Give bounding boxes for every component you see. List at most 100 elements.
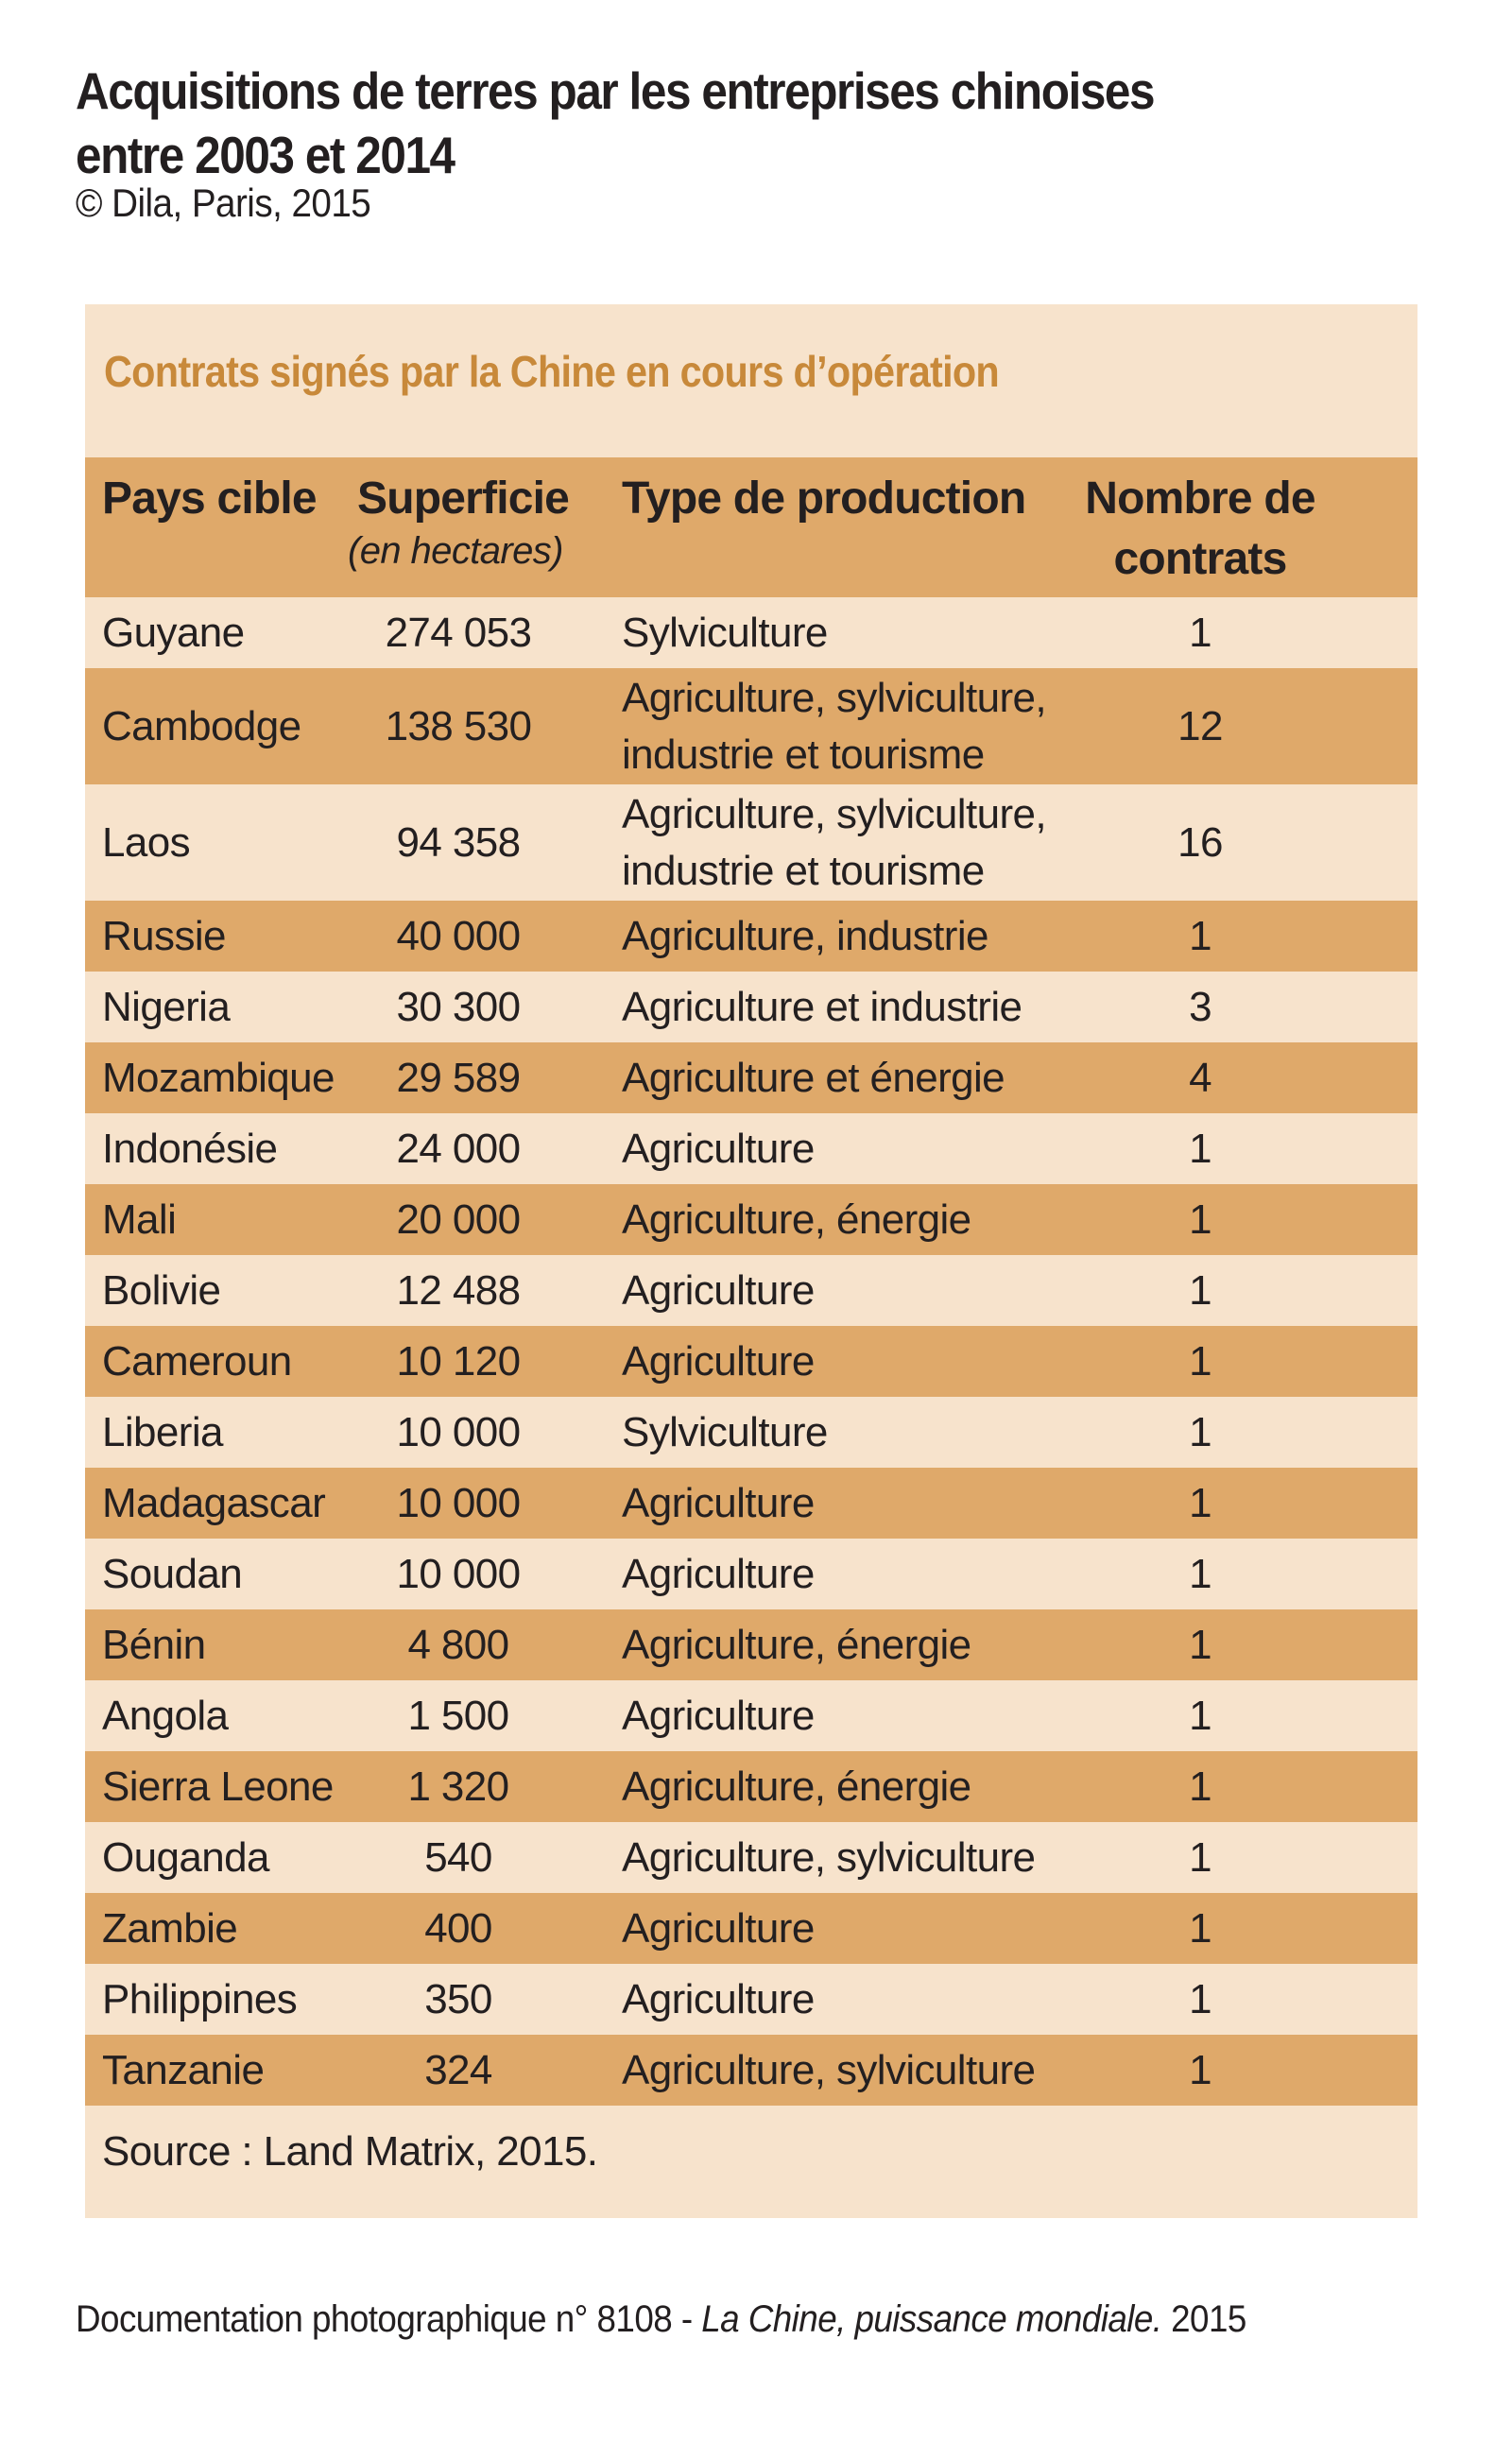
table-row: Mozambique 29 589 Agriculture et énergie 4 [85,1042,1418,1113]
cell-contract-count: 1 [1189,1337,1211,1385]
cell-production-type: Agriculture, sylviculture [622,1833,1036,1881]
cell-contract-count: 1 [1189,912,1211,959]
data-panel: Contrats signés par la Chine en cours d’… [85,304,1418,2218]
table-row: Ouganda 540 Agriculture, sylviculture 1 [85,1822,1418,1893]
cell-country: Russie [102,912,227,959]
cell-contract-count: 1 [1189,1975,1211,2022]
cell-country: Tanzanie [102,2046,265,2093]
cell-contract-count: 1 [1189,1479,1211,1526]
cell-country: Sierra Leone [102,1763,334,1810]
cell-production-type: Agriculture, sylviculture, industrie et … [622,790,1047,894]
cell-area: 10 000 [396,1479,522,1526]
table-row: Bénin 4 800 Agriculture, énergie 1 [85,1609,1418,1680]
cell-area: 1 500 [407,1692,509,1739]
cell-contract-count: 1 [1189,2046,1211,2093]
cell-production-type: Agriculture et énergie [622,1054,1005,1101]
cell-area: 10 000 [396,1408,522,1455]
cell-production-type: Sylviculture [622,609,828,656]
cell-country: Philippines [102,1975,298,2022]
table-row: Liberia 10 000 Sylviculture 1 [85,1397,1418,1468]
header-country: Pays cible [102,473,318,524]
cell-country: Cameroun [102,1337,292,1385]
document-title: Acquisitions de terres par les entrepris… [76,59,1156,187]
cell-country: Bolivie [102,1266,221,1314]
table-row: Tanzanie 324 Agriculture, sylviculture 1 [85,2035,1418,2106]
cell-production-type: Agriculture, sylviculture [622,2046,1036,2093]
header-area: Superficie [357,473,570,524]
cell-contract-count: 3 [1189,983,1211,1030]
cell-country: Angola [102,1692,229,1739]
cell-area: 324 [424,2046,492,2093]
cell-country: Bénin [102,1621,206,1668]
cell-production-type: Agriculture [622,1337,815,1385]
cell-contract-count: 1 [1189,1904,1211,1952]
cell-production-type: Agriculture [622,1479,815,1526]
cell-production-type: Agriculture, sylviculture, industrie et … [622,674,1047,778]
cell-country: Zambie [102,1904,238,1952]
cell-contract-count: 1 [1189,1833,1211,1881]
cell-area: 1 320 [407,1763,509,1810]
cell-contract-count: 1 [1189,1692,1211,1739]
cell-production-type: Agriculture, énergie [622,1763,971,1810]
cell-country: Mali [102,1196,177,1243]
title-line-2: entre 2003 et 2014 [76,126,455,184]
table-row: Indonésie 24 000 Agriculture 1 [85,1113,1418,1184]
cell-contract-count: 1 [1189,1266,1211,1314]
table-row: Soudan 10 000 Agriculture 1 [85,1539,1418,1609]
cell-country: Cambodge [102,702,301,749]
cell-area: 12 488 [396,1266,522,1314]
header-contract-count: Nombre de contrats [1085,473,1315,584]
cell-country: Nigeria [102,983,231,1030]
cell-contract-count: 1 [1189,609,1211,656]
cell-country: Mozambique [102,1054,335,1101]
cell-area: 24 000 [396,1125,522,1172]
table-header: Pays cible Superficie (en hectares) Type… [85,457,1418,597]
cell-area: 400 [424,1904,492,1952]
cell-area: 94 358 [396,818,522,866]
cell-area: 274 053 [385,609,532,656]
cell-production-type: Agriculture [622,1125,815,1172]
cell-area: 350 [424,1975,492,2022]
source-note: Source : Land Matrix, 2015. [102,2128,598,2175]
cell-area: 138 530 [385,702,532,749]
cell-contract-count: 12 [1177,702,1223,749]
table-row: Angola 1 500 Agriculture 1 [85,1680,1418,1751]
cell-contract-count: 1 [1189,1550,1211,1597]
table-row: Guyane 274 053 Sylviculture 1 [85,597,1418,668]
footer-publication-title: La Chine, puissance mondiale. [701,2298,1162,2340]
table-row: Philippines 350 Agriculture 1 [85,1964,1418,2035]
cell-country: Madagascar [102,1479,326,1526]
cell-contract-count: 4 [1189,1054,1211,1101]
cell-country: Liberia [102,1408,223,1455]
cell-contract-count: 1 [1189,1763,1211,1810]
cell-production-type: Agriculture [622,1550,815,1597]
cell-area: 29 589 [396,1054,522,1101]
cell-contract-count: 1 [1189,1196,1211,1243]
cell-country: Guyane [102,609,245,656]
cell-area: 4 800 [407,1621,509,1668]
cell-contract-count: 1 [1189,1621,1211,1668]
cell-production-type: Agriculture [622,1904,815,1952]
cell-country: Laos [102,818,191,866]
header-area-unit: (en hectares) [348,530,563,572]
table-body: Guyane 274 053 Sylviculture 1 Cambodge 138 53… [85,597,1418,2106]
footer-credit: Documentation photographique n° 8108 - L… [76,2298,1246,2341]
cell-production-type: Agriculture [622,1975,815,2022]
table-row: Zambie 400 Agriculture 1 [85,1893,1418,1964]
cell-production-type: Agriculture [622,1266,815,1314]
header-production-type: Type de production [622,473,1026,524]
cell-production-type: Agriculture, énergie [622,1621,971,1668]
copyright-credit: © Dila, Paris, 2015 [76,181,371,225]
cell-area: 30 300 [396,983,522,1030]
table-row: Cameroun 10 120 Agriculture 1 [85,1326,1418,1397]
table-row: Madagascar 10 000 Agriculture 1 [85,1468,1418,1539]
table-row: Mali 20 000 Agriculture, énergie 1 [85,1184,1418,1255]
table-row: Bolivie 12 488 Agriculture 1 [85,1255,1418,1326]
cell-country: Indonésie [102,1125,278,1172]
cell-production-type: Agriculture et industrie [622,983,1022,1030]
table-row: Cambodge 138 530 Agriculture, sylviculture… [85,668,1418,784]
cell-country: Ouganda [102,1833,269,1881]
cell-country: Soudan [102,1550,243,1597]
table-row: Russie 40 000 Agriculture, industrie 1 [85,901,1418,972]
cell-contract-count: 16 [1177,818,1223,866]
